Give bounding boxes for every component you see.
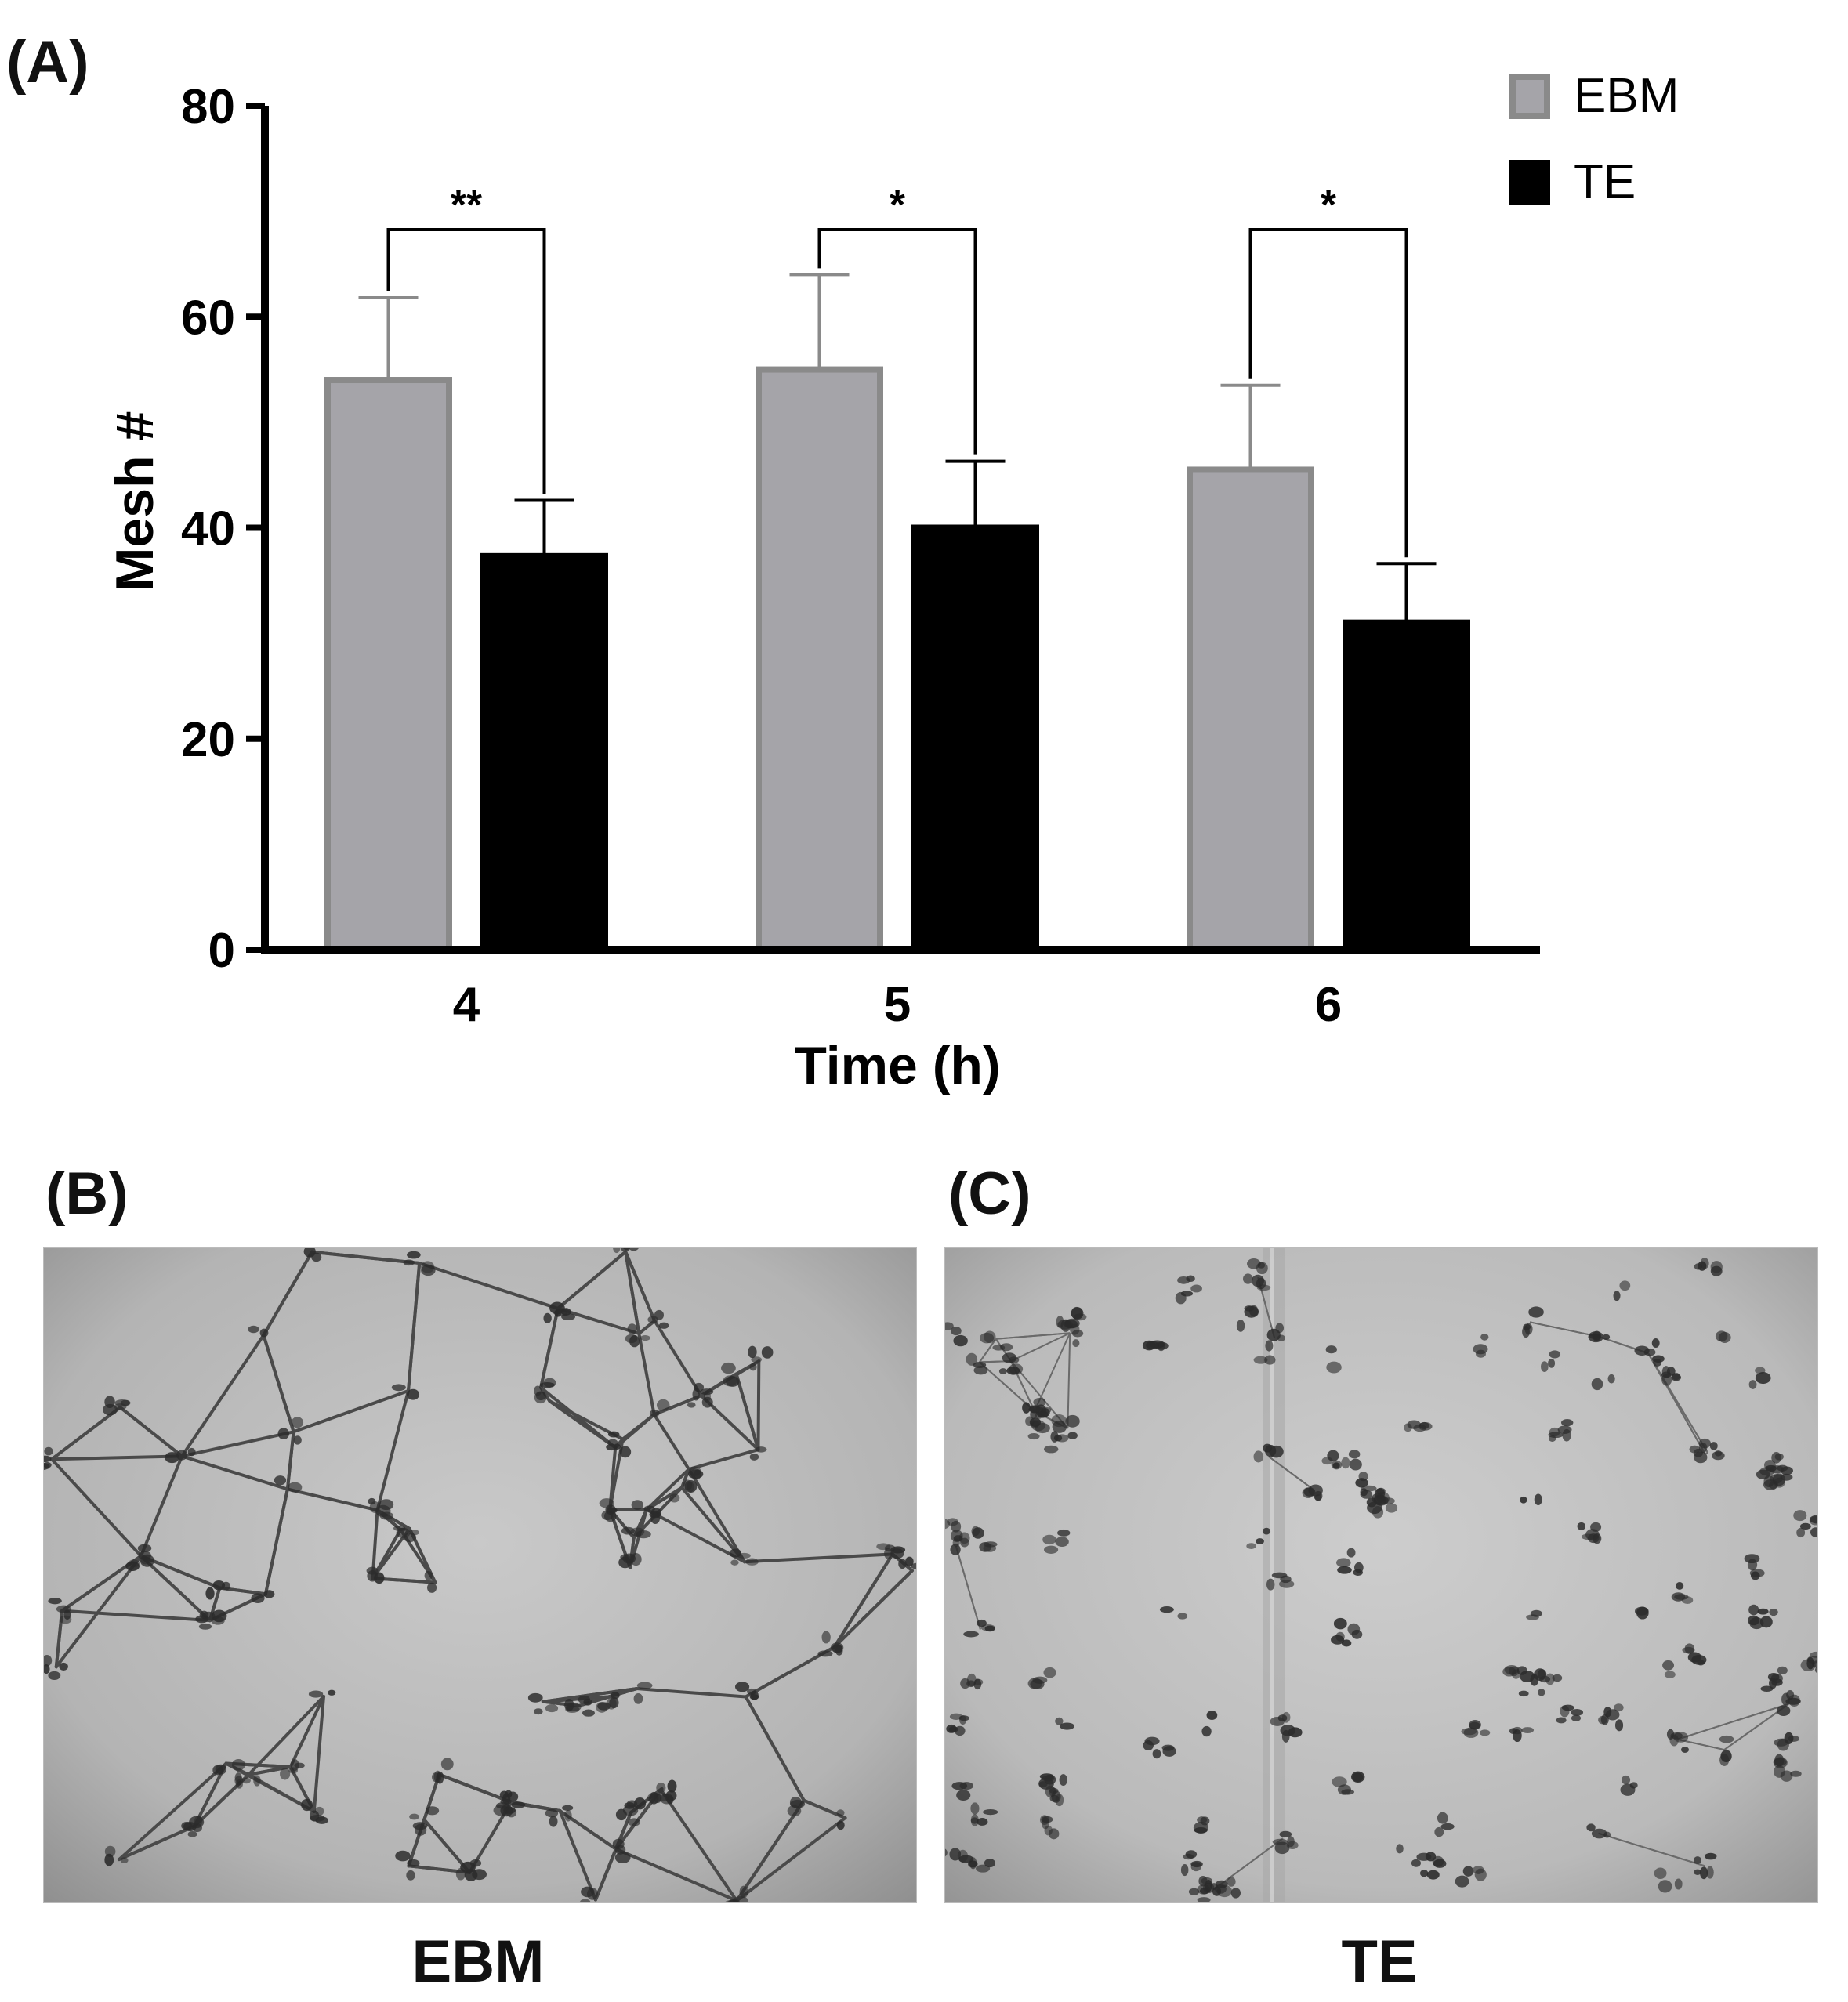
significance-bracket — [386, 228, 546, 494]
bar — [1343, 619, 1470, 953]
bar — [1187, 466, 1314, 953]
y-tick-label: 80 — [181, 80, 235, 134]
bar — [756, 366, 883, 953]
significance-label: ** — [451, 183, 483, 228]
micrograph-ebm — [43, 1247, 917, 1903]
y-axis-label: Mesh # — [105, 411, 165, 592]
legend-label: TE — [1574, 155, 1636, 209]
legend-swatch — [1509, 74, 1550, 119]
panel-c-label: (C) — [948, 1160, 1031, 1227]
legend-label: EBM — [1574, 69, 1679, 123]
caption-ebm: EBM — [411, 1928, 545, 1995]
legend-swatch — [1509, 160, 1550, 205]
significance-label: * — [1321, 183, 1337, 228]
x-tick-label: 6 — [1315, 978, 1342, 1032]
y-tick-label: 40 — [181, 502, 235, 556]
significance-bracket — [817, 228, 977, 455]
micrograph-te — [944, 1247, 1818, 1903]
panel-a-label: (A) — [6, 29, 89, 96]
x-tick-label: 5 — [884, 978, 911, 1032]
significance-label: * — [890, 183, 906, 228]
significance-bracket — [1248, 228, 1408, 558]
bar — [480, 552, 608, 953]
bar — [911, 524, 1039, 953]
y-tick-label: 60 — [181, 291, 235, 345]
x-axis-label: Time (h) — [794, 1036, 1000, 1095]
y-tick-label: 20 — [181, 713, 235, 767]
bar — [324, 377, 452, 953]
x-tick-label: 4 — [453, 978, 480, 1032]
caption-te: TE — [1341, 1928, 1418, 1995]
panel-b-label: (B) — [45, 1160, 129, 1227]
y-tick-label: 0 — [208, 924, 235, 978]
